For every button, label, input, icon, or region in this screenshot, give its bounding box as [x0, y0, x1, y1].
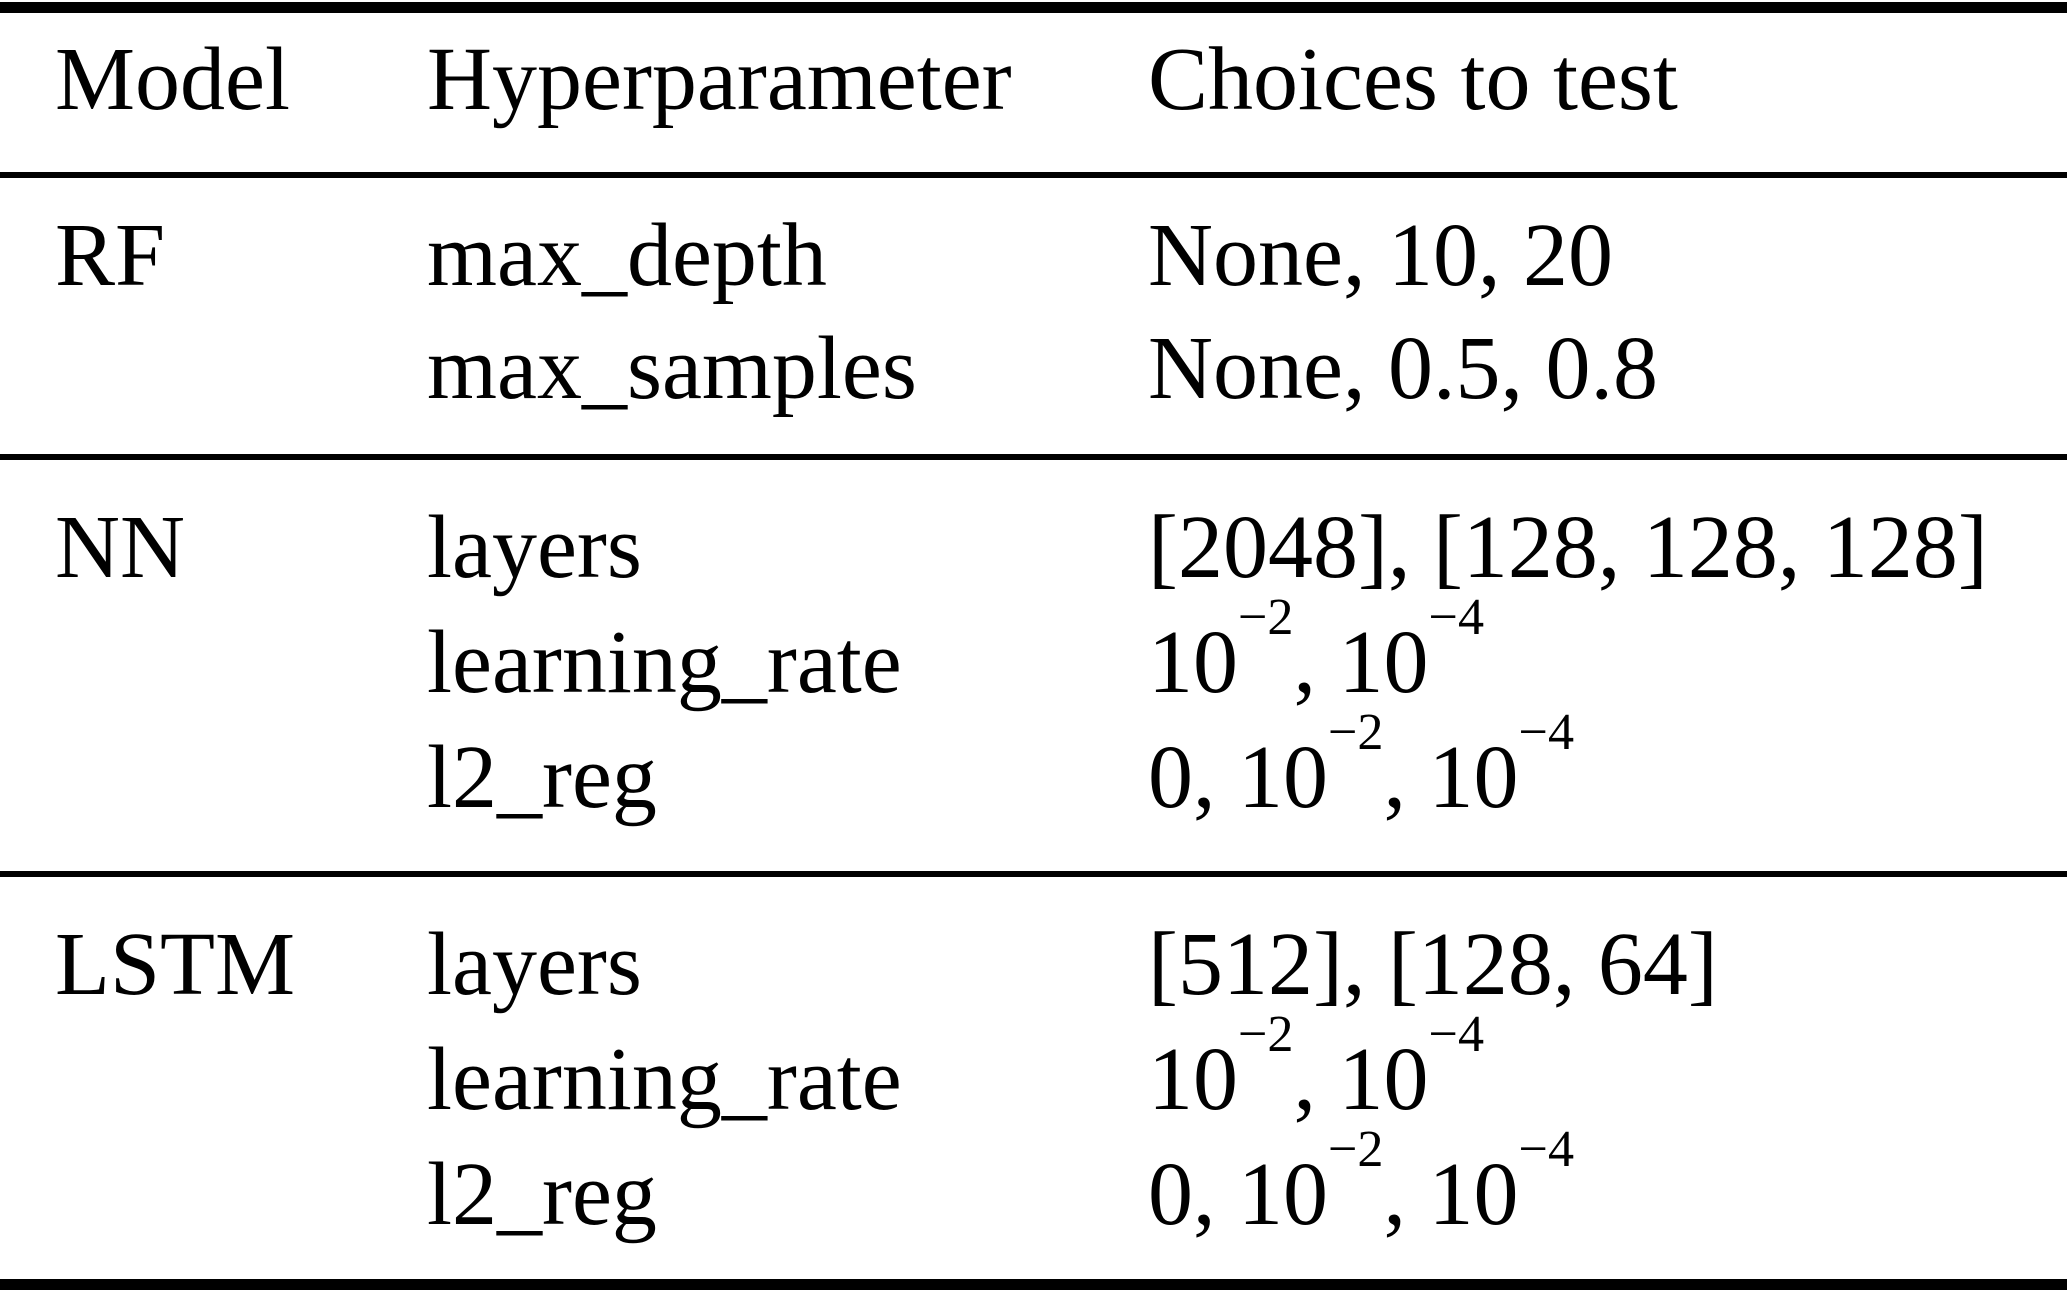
- model-label-nn: NN: [55, 498, 185, 597]
- table-row: max_samples None, 0.5, 0.8: [0, 324, 2067, 414]
- choices-cell: 10−2, 10−4: [1148, 1004, 1485, 1129]
- table-row: l2_reg 0, 10−2, 10−4: [0, 702, 2067, 827]
- table-row: learning_rate 10−2, 10−4: [0, 1004, 2067, 1129]
- table-top-rule: [0, 2, 2067, 13]
- hyperparameter-cell: max_samples: [427, 319, 917, 418]
- choices-cell: [512], [128, 64]: [1148, 915, 1718, 1014]
- hyperparameter-cell: learning_rate: [427, 1030, 902, 1129]
- hyperparameter-cell: l2_reg: [427, 728, 657, 827]
- table-header-row: Model Hyperparameter Choices to test: [0, 35, 2067, 125]
- column-header-choices: Choices to test: [1148, 30, 1678, 129]
- hyperparameter-cell: layers: [427, 498, 642, 597]
- header-bottom-rule: [0, 172, 2067, 178]
- table-row: LSTM layers [512], [128, 64]: [0, 920, 2067, 1010]
- table-row: NN layers [2048], [128, 128, 128]: [0, 503, 2067, 593]
- nn-section-rule: [0, 871, 2067, 877]
- choices-cell: 10−2, 10−4: [1148, 587, 1485, 712]
- hyperparameter-cell: layers: [427, 915, 642, 1014]
- choices-cell: [2048], [128, 128, 128]: [1148, 498, 1988, 597]
- table-row: learning_rate 10−2, 10−4: [0, 587, 2067, 712]
- rf-section-rule: [0, 454, 2067, 460]
- choices-cell: 0, 10−2, 10−4: [1148, 1119, 1575, 1244]
- model-label-lstm: LSTM: [55, 915, 296, 1014]
- model-label-rf: RF: [55, 206, 166, 305]
- choices-cell: None, 10, 20: [1148, 206, 1613, 305]
- table-bottom-rule: [0, 1279, 2067, 1290]
- table-row: RF max_depth None, 10, 20: [0, 211, 2067, 301]
- choices-cell: None, 0.5, 0.8: [1148, 319, 1658, 418]
- choices-cell: 0, 10−2, 10−4: [1148, 702, 1575, 827]
- column-header-hyperparameter: Hyperparameter: [427, 30, 1012, 129]
- table-row: l2_reg 0, 10−2, 10−4: [0, 1119, 2067, 1244]
- column-header-model: Model: [55, 30, 290, 129]
- hyperparameter-cell: l2_reg: [427, 1145, 657, 1244]
- hyperparameter-cell: learning_rate: [427, 613, 902, 712]
- hyperparameter-cell: max_depth: [427, 206, 827, 305]
